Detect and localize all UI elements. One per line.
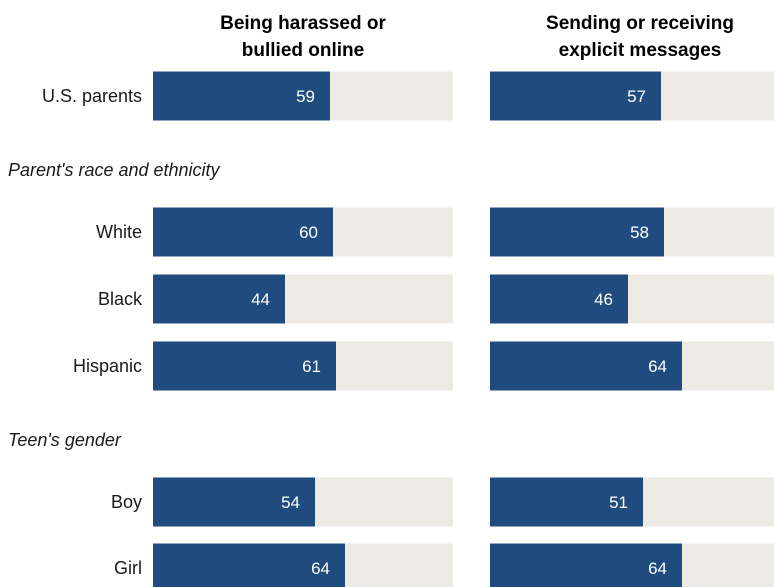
bar	[153, 207, 333, 257]
bar	[490, 341, 682, 391]
data-label: 59	[296, 87, 315, 106]
row-label: Black	[98, 289, 143, 309]
section-label-1: Parent's race and ethnicity	[8, 160, 221, 180]
data-label: 64	[311, 559, 330, 578]
bar	[153, 477, 315, 527]
bar	[490, 543, 682, 587]
bar	[490, 274, 628, 324]
bar	[490, 207, 664, 257]
column-title-2-line-2: explicit messages	[559, 40, 722, 61]
data-label: 54	[281, 493, 300, 512]
data-label: 64	[648, 357, 667, 376]
bar	[153, 71, 330, 121]
row-label: Girl	[114, 558, 142, 578]
data-label: 61	[302, 357, 321, 376]
column-title-1-line-1: Being harassed or	[220, 13, 386, 34]
row-label: White	[96, 222, 142, 242]
data-label: 58	[630, 223, 649, 242]
column-title-1-line-2: bullied online	[242, 40, 364, 61]
bar	[153, 543, 345, 587]
data-label: 64	[648, 559, 667, 578]
row-label: Boy	[111, 492, 142, 512]
data-label: 44	[251, 290, 270, 309]
row-label: U.S. parents	[42, 86, 142, 106]
bar	[153, 274, 285, 324]
row-label: Hispanic	[73, 356, 142, 376]
data-label: 51	[609, 493, 628, 512]
data-label: 57	[627, 87, 646, 106]
column-title-2-line-1: Sending or receiving	[546, 13, 734, 34]
bar	[153, 341, 336, 391]
data-label: 46	[594, 290, 613, 309]
bar	[490, 477, 643, 527]
section-label-2: Teen's gender	[8, 430, 122, 450]
data-label: 60	[299, 223, 318, 242]
bar	[490, 71, 661, 121]
